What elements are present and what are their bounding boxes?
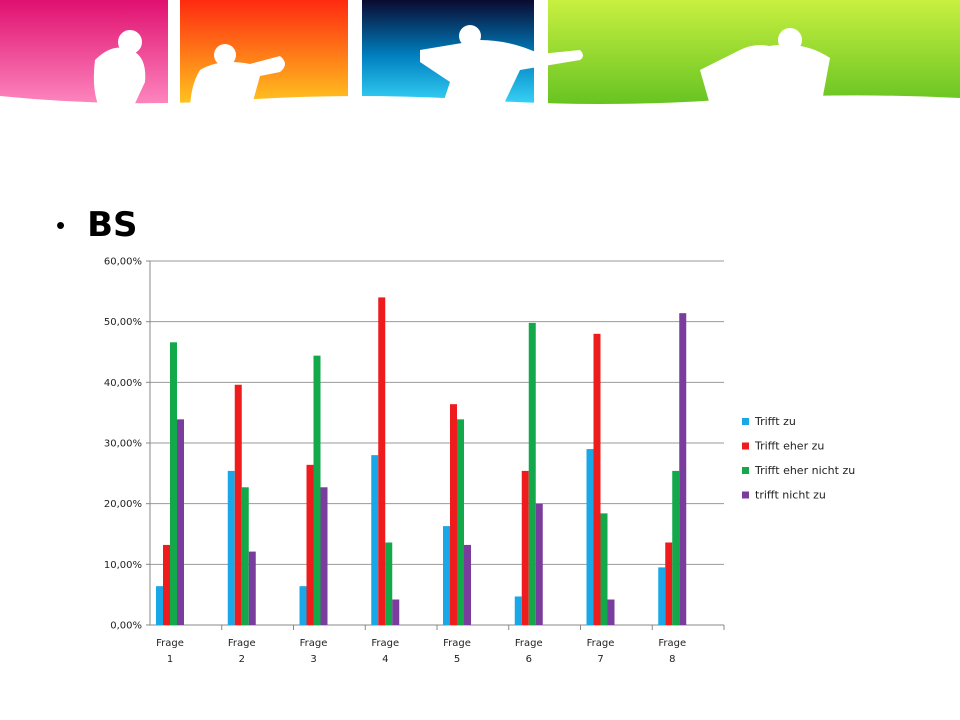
bar <box>464 544 471 625</box>
legend: Trifft zu Trifft eher zu Trifft eher nicht… <box>742 415 855 502</box>
legend-swatch <box>742 442 749 450</box>
slide-title-text: BS <box>87 205 138 245</box>
legend-label: Trifft zu <box>754 415 796 428</box>
bar <box>170 342 177 625</box>
legend-label: Trifft eher zu <box>754 440 824 453</box>
x-tick-label: Frage <box>371 638 399 649</box>
bar <box>672 470 680 625</box>
y-tick-label: 60,00% <box>104 257 142 268</box>
bar <box>450 404 457 625</box>
bar <box>679 313 687 625</box>
bar <box>227 470 235 625</box>
x-tick-label: Frage <box>515 638 543 649</box>
x-tick-label: 8 <box>669 654 675 665</box>
x-tick-label: Frage <box>443 638 471 649</box>
bar <box>248 551 256 625</box>
bullet-icon: • <box>56 209 66 240</box>
x-tick-label: 2 <box>239 654 245 665</box>
x-tick-label: 1 <box>167 654 173 665</box>
banner-panel-pink <box>0 0 168 112</box>
y-tick-label: 40,00% <box>104 378 142 389</box>
bar <box>528 322 536 625</box>
x-tick-label: Frage <box>228 638 256 649</box>
banner-grass-edge <box>0 95 960 112</box>
bar <box>457 419 464 625</box>
y-tick-label: 30,00% <box>104 439 142 450</box>
bar <box>299 586 307 625</box>
bar <box>586 449 594 625</box>
bar <box>234 384 242 625</box>
y-tick-label: 20,00% <box>104 499 142 510</box>
x-tick-label: Frage <box>300 638 328 649</box>
bars <box>156 297 687 625</box>
bar <box>156 586 163 625</box>
legend-label: trifft nicht zu <box>755 489 826 502</box>
x-tick-label: 6 <box>526 654 532 665</box>
x-tick-label: 4 <box>382 654 388 665</box>
bar <box>163 544 170 625</box>
bar <box>313 355 321 625</box>
bar <box>665 542 673 625</box>
bar <box>371 455 379 625</box>
legend-swatch <box>742 418 749 425</box>
bar <box>514 596 522 625</box>
x-tick-label: Frage <box>658 638 686 649</box>
slide-title: • BS <box>56 200 138 250</box>
bar <box>320 487 328 625</box>
x-tick-label: 5 <box>454 654 460 665</box>
y-axis-ticks: 0,00% 10,00% 20,00% 30,00% 40,00% 50,00% 60,00… <box>104 257 142 632</box>
legend-label: Trifft eher nicht zu <box>754 464 855 477</box>
bar <box>392 599 400 625</box>
bar <box>378 297 386 625</box>
y-tick-label: 50,00% <box>104 317 142 328</box>
y-tick-label: 0,00% <box>110 621 142 632</box>
x-tick-label: 3 <box>310 654 316 665</box>
x-tick-label: Frage <box>587 638 615 649</box>
bar <box>241 487 249 625</box>
silhouettes <box>93 25 830 112</box>
legend-swatch <box>742 467 749 474</box>
legend-swatch <box>742 491 749 499</box>
bar <box>535 503 543 625</box>
y-tick-label: 10,00% <box>104 560 142 571</box>
bar <box>177 419 184 625</box>
bar <box>593 333 601 625</box>
bar <box>607 599 615 625</box>
bar <box>658 567 666 625</box>
x-tick-label: 7 <box>597 654 603 665</box>
bar <box>306 464 314 625</box>
bar <box>600 513 608 625</box>
bar <box>443 526 450 625</box>
decorative-banner <box>0 0 960 112</box>
bar <box>521 470 529 625</box>
bar <box>385 542 393 625</box>
x-axis-ticks: Frage 1 Frage 2 Frage 3 Frage 4 Frage 5 Frage 6 Frag… <box>156 638 686 665</box>
x-tick-label: Frage <box>156 638 184 649</box>
